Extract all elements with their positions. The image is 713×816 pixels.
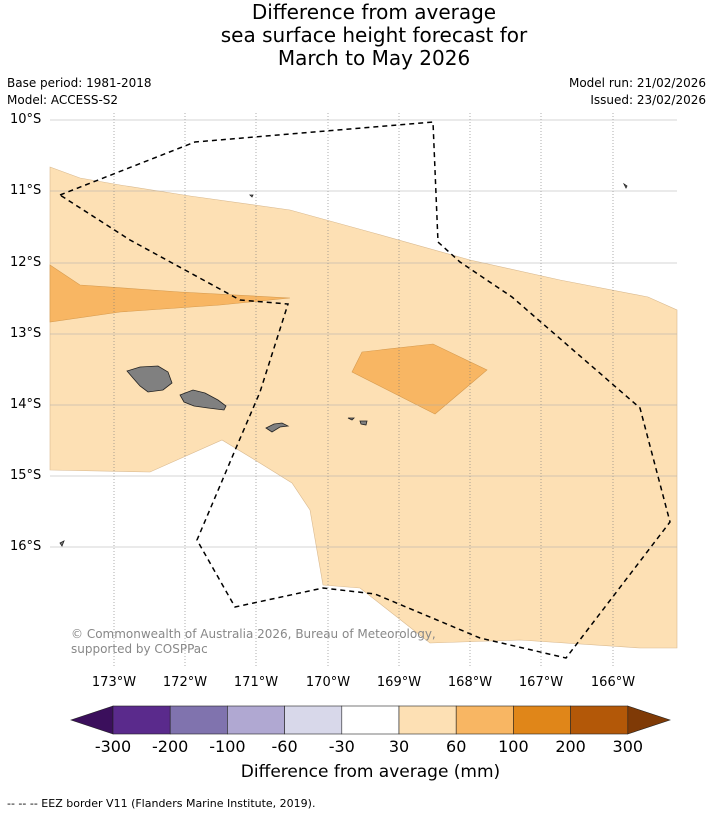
colorbar-segment — [227, 705, 285, 735]
lat-label: 10°S — [10, 112, 42, 127]
colorbar-extend-high — [627, 705, 671, 735]
model-name: Model: ACCESS-S2 — [7, 93, 119, 107]
issued-date: Issued: 23/02/2026 — [590, 93, 706, 107]
copyright-note: © Commonwealth of Australia 2026, Bureau… — [71, 627, 436, 656]
eez-border — [59, 121, 671, 659]
island-tau — [359, 420, 368, 426]
lat-label: 11°S — [10, 183, 42, 198]
lat-label: 15°S — [10, 468, 42, 483]
colorbar-segment — [341, 705, 400, 735]
colorbar-segment — [455, 705, 514, 735]
lon-label: 170°W — [305, 675, 351, 690]
title-line-1: Difference from average — [251, 0, 497, 24]
colorbar-tick-label: 60 — [446, 737, 467, 756]
colorbar-segment — [169, 705, 228, 735]
colorbar-segment — [513, 705, 571, 735]
colorbar-tick-label: 200 — [555, 737, 586, 756]
island-savaii — [126, 365, 173, 393]
colorbar-extend-low — [70, 705, 114, 735]
lat-label: 12°S — [10, 255, 42, 270]
colorbar-tick-label: -300 — [94, 737, 132, 756]
lon-label: 166°W — [590, 675, 636, 690]
colorbar-segment — [570, 705, 629, 735]
anomaly-region-60-100-west — [49, 264, 291, 323]
grid-lines — [113, 113, 614, 668]
colorbar-tick-label: -30 — [328, 737, 355, 756]
model-run: Model run: 21/02/2026 — [568, 76, 706, 90]
map-panel — [49, 113, 678, 668]
lon-label: 172°W — [162, 675, 208, 690]
lon-label: 173°W — [91, 675, 137, 690]
island-upolu — [179, 389, 227, 411]
colorbar-segment — [284, 705, 343, 735]
lat-lines — [50, 119, 677, 548]
lon-label: 168°W — [447, 675, 493, 690]
base-period: Base period: 1981-2018 — [7, 76, 152, 90]
colorbar-tick-label: 300 — [612, 737, 644, 756]
anomaly-region-60-100-central — [351, 343, 488, 415]
colorbar-tick-label: -100 — [209, 737, 246, 756]
lon-label: 167°W — [518, 675, 564, 690]
island-tokelau — [622, 182, 628, 189]
lat-label: 14°S — [10, 397, 42, 412]
colorbar-segment — [112, 705, 171, 735]
colorbar-segment — [398, 705, 457, 735]
colorbar-tick-label: 100 — [498, 737, 529, 756]
anomaly-region-30-60 — [49, 166, 678, 649]
islands — [59, 182, 628, 547]
island-swains — [249, 194, 254, 198]
island-ofu — [347, 417, 355, 421]
island-tutuila — [265, 422, 290, 433]
colorbar-tick-label: -200 — [152, 737, 189, 756]
title-line-3: March to May 2026 — [277, 46, 471, 70]
colorbar — [70, 705, 671, 735]
colorbar-tick-label: 30 — [388, 737, 410, 756]
eez-legend: -- -- -- EEZ border V11 (Flanders Marine… — [7, 797, 316, 810]
lon-label: 169°W — [376, 675, 422, 690]
lat-label: 13°S — [10, 326, 42, 341]
lon-label: 171°W — [233, 675, 279, 690]
title-line-2: sea surface height forecast for — [220, 23, 528, 47]
island-south-west — [59, 540, 65, 547]
colorbar-title: Difference from average (mm) — [240, 762, 501, 782]
lat-label: 16°S — [10, 539, 42, 554]
colorbar-tick-label: -60 — [271, 737, 298, 756]
